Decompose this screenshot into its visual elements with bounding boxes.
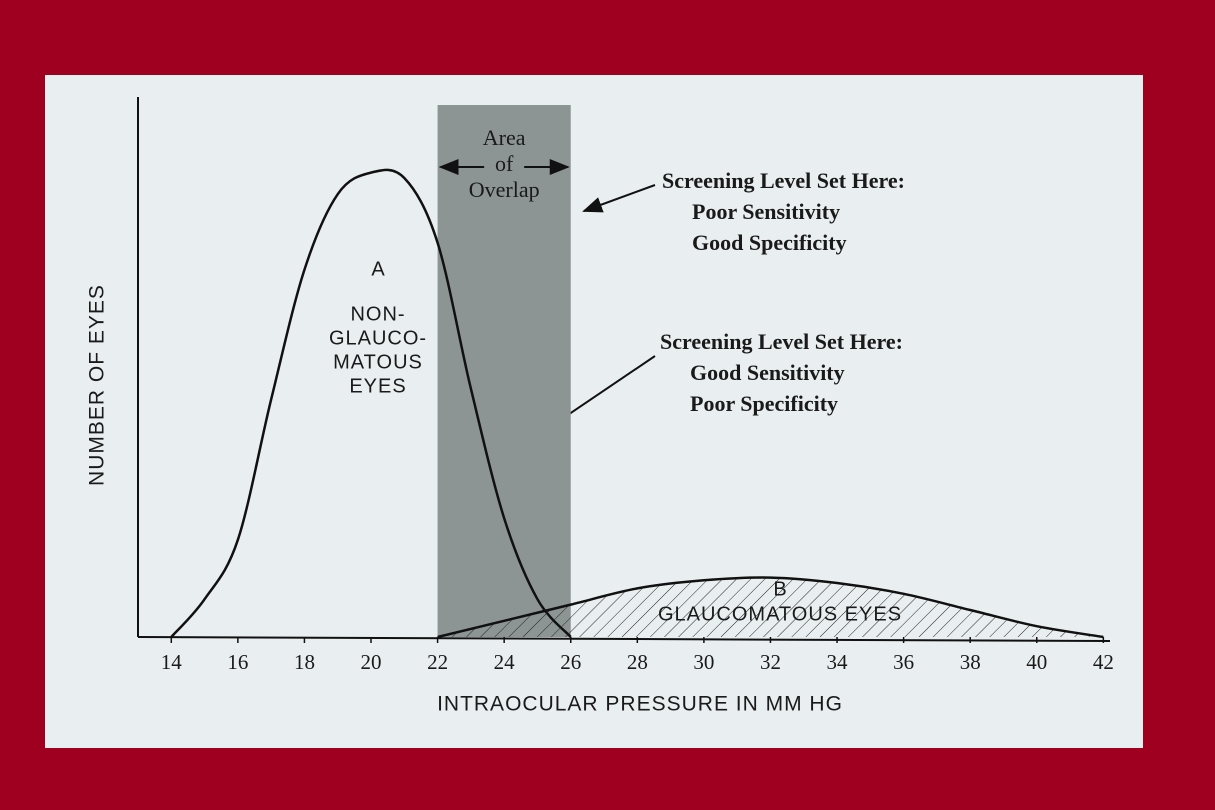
arrow xyxy=(582,184,656,213)
hatch-area xyxy=(437,577,1104,637)
x-tick-label: 16 xyxy=(227,650,248,674)
annotation: Poor Specificity xyxy=(690,391,838,416)
curve xyxy=(437,576,1104,639)
x-tick-label: 30 xyxy=(693,650,714,674)
annotation: Screening Level Set Here: xyxy=(660,329,903,354)
x-tick-label: 26 xyxy=(560,650,581,674)
x-axis xyxy=(137,636,1111,642)
panel xyxy=(45,75,1143,748)
x-tick-label: 40 xyxy=(1026,650,1047,674)
series-label: EYES xyxy=(349,375,406,397)
annotation: Good Specificity xyxy=(692,230,847,255)
x-tick-label: 34 xyxy=(827,650,849,674)
x-axis-label: INTRAOCULAR PRESSURE IN MM HG xyxy=(437,693,843,716)
series-label: GLAUCOMATOUS EYES xyxy=(658,603,902,625)
x-tick-label: 38 xyxy=(960,650,981,674)
overlap-label: of xyxy=(495,151,514,176)
annotation: Screening Level Set Here: xyxy=(662,168,905,193)
overlap-label: Overlap xyxy=(469,177,540,202)
x-tick-label: 14 xyxy=(161,650,183,674)
series-name: A xyxy=(371,258,385,280)
series-label: GLAUCO- xyxy=(329,327,427,349)
x-tick-label: 22 xyxy=(427,650,448,674)
overlap-band xyxy=(437,105,571,637)
series-name: B xyxy=(773,578,786,600)
x-tick-label: 18 xyxy=(294,650,315,674)
overlap-label: Area xyxy=(483,125,526,150)
y-axis-label: NUMBER OF EYES xyxy=(86,284,109,486)
series-label: NON- xyxy=(350,303,405,325)
annotation: Good Sensitivity xyxy=(690,360,845,385)
x-tick-label: 20 xyxy=(361,650,382,674)
x-tick-label: 28 xyxy=(627,650,648,674)
x-tick-label: 32 xyxy=(760,650,781,674)
x-tick-label: 42 xyxy=(1093,650,1114,674)
x-tick-label: 24 xyxy=(494,650,516,674)
series-label: MATOUS xyxy=(333,351,423,373)
annotation: Poor Sensitivity xyxy=(692,199,840,224)
curve xyxy=(170,168,572,638)
x-tick-label: 36 xyxy=(893,650,914,674)
